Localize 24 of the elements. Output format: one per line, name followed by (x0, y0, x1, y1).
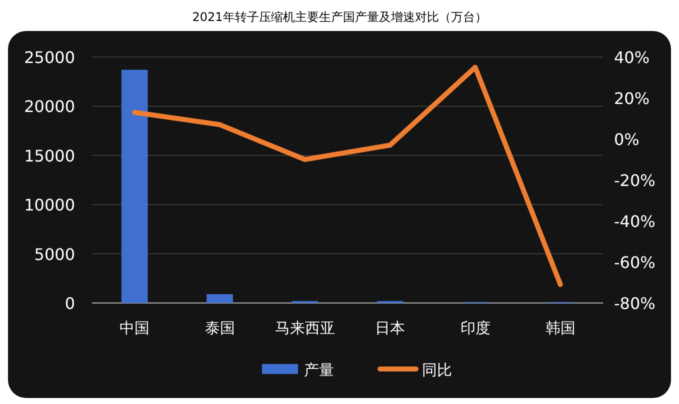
legend-label: 产量 (304, 361, 334, 379)
y2-tick-label: -80% (614, 294, 656, 313)
y-tick-label: 5000 (34, 244, 75, 264)
y2-tick-label: -60% (614, 253, 656, 272)
x-tick-label: 韩国 (545, 319, 576, 337)
bar (121, 70, 148, 303)
x-tick-label: 马来西亚 (274, 319, 335, 337)
y2-tick-label: 0% (614, 130, 640, 149)
bar (206, 294, 233, 303)
y2-tick-label: 20% (614, 89, 650, 108)
y2-tick-label: -40% (614, 212, 656, 231)
y-tick-label: 15000 (24, 146, 75, 166)
x-tick-label: 印度 (460, 319, 490, 337)
y2-tick-label: 40% (614, 48, 650, 67)
chart-title: 2021年转子压缩机主要生产国产量及增速对比（万台） (192, 10, 487, 24)
legend-label: 同比 (422, 361, 452, 379)
x-tick-label: 日本 (375, 319, 406, 337)
y-tick-label: 25000 (24, 48, 75, 67)
x-tick-label: 泰国 (204, 319, 235, 337)
y-tick-label: 20000 (24, 97, 75, 116)
x-tick-label: 中国 (120, 319, 150, 337)
y2-tick-label: -20% (614, 171, 656, 190)
y-tick-label: 0 (64, 294, 75, 313)
y-tick-label: 10000 (24, 196, 75, 215)
